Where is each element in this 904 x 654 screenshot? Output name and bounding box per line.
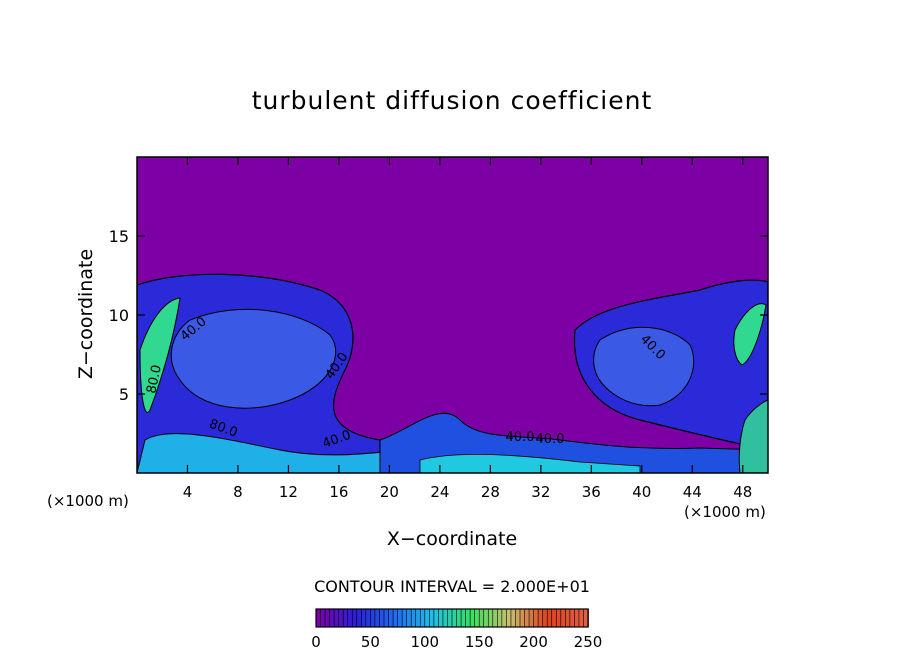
y-axis-label: Z−coordinate (75, 248, 97, 380)
x-unit-right: (×1000 m) (684, 503, 766, 521)
right-vortex-core (593, 326, 695, 407)
x-tick-label: 28 (481, 483, 500, 501)
left-edge-jet (139, 297, 181, 413)
x-axis: 4 8 12 16 20 24 28 32 36 40 44 48 (183, 157, 752, 501)
colorbar-tick-label: 0 (311, 633, 321, 651)
contour-label: 40.0 (506, 430, 535, 445)
x-tick-label: 20 (380, 483, 399, 501)
y-tick-label: 10 (109, 306, 129, 325)
contour-label: 40.0 (536, 432, 565, 447)
contour-label: 80.0 (144, 364, 165, 395)
x-tick-label: 16 (329, 483, 348, 501)
x-tick-label: 40 (632, 483, 651, 501)
x-tick-label: 8 (233, 483, 243, 501)
x-tick-label: 48 (733, 483, 752, 501)
y-tick-label: 15 (109, 227, 129, 246)
colorbar: 0 50 100 150 200 250 (311, 608, 603, 651)
colorbar-tick-label: 100 (410, 633, 439, 651)
colorbar-tick-label: 150 (465, 633, 494, 651)
colorbar-tick-label: 250 (574, 633, 603, 651)
colorbar-tick-label: 50 (361, 633, 380, 651)
x-tick-label: 44 (683, 483, 702, 501)
x-axis-label: X−coordinate (386, 528, 518, 550)
x-tick-label: 24 (430, 483, 449, 501)
colorbar-tick-label: 200 (519, 633, 548, 651)
x-tick-label: 4 (183, 483, 193, 501)
x-tick-label: 32 (531, 483, 550, 501)
turbulence-field (137, 273, 768, 473)
colorbar-frame (315, 608, 589, 628)
x-unit-left: (×1000 m) (47, 492, 129, 510)
left-vortex-core (170, 308, 337, 409)
contour-interval: CONTOUR INTERVAL = 2.000E+01 (314, 577, 590, 596)
y-tick-label: 5 (119, 385, 129, 404)
x-tick-label: 36 (582, 483, 601, 501)
x-tick-label: 12 (279, 483, 298, 501)
y-axis: 5 10 15 (109, 227, 768, 404)
chart-title: turbulent diffusion coefficient (251, 86, 653, 115)
right-edge-jet (733, 303, 767, 366)
